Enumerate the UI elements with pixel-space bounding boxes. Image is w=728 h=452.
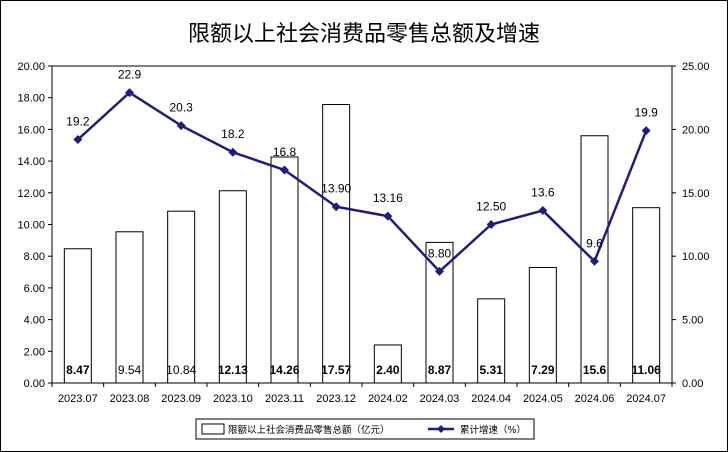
bar-data-label: 10.84	[166, 363, 196, 377]
line-marker	[590, 256, 599, 266]
left-axis-tick-label: 16.00	[17, 124, 45, 136]
plot-area	[51, 65, 673, 384]
bar-data-label: 14.26	[269, 363, 299, 377]
right-axis-tick-label: 0.00	[682, 378, 703, 390]
line-marker	[538, 206, 548, 216]
bar-data-label: 17.57	[321, 363, 351, 377]
line-marker	[641, 126, 651, 136]
right-axis-tick-label: 5.00	[682, 315, 703, 327]
left-axis-tick-label: 14.00	[17, 156, 45, 168]
bar	[477, 298, 506, 384]
bar-data-label: 15.6	[583, 363, 607, 377]
legend-bar-label: 限额以上社会消费品零售总额（亿元）	[228, 424, 390, 436]
x-axis-tick-label: 2023.09	[161, 393, 201, 405]
bar-data-label: 12.13	[218, 363, 248, 377]
bar	[322, 104, 351, 384]
right-axis-tick-label: 25.00	[682, 61, 710, 73]
x-axis-tick-label: 2024.06	[575, 393, 615, 405]
chart-title: 限额以上社会消费品零售总额及增速	[187, 22, 540, 47]
legend-line-label: 累计增速（%）	[460, 424, 526, 436]
legend-box	[195, 418, 535, 440]
line-marker	[383, 211, 393, 221]
left-axis-tick-label: 2.00	[24, 346, 45, 358]
line-data-label: 12.50	[476, 200, 506, 214]
bar	[115, 231, 144, 384]
line-data-label: 9.6	[586, 236, 603, 250]
legend-bar-swatch	[201, 423, 225, 435]
x-axis-tick-label: 2023.07	[58, 393, 98, 405]
bar	[63, 248, 92, 384]
right-axis-tick-label: 20.00	[682, 124, 710, 136]
x-axis-tick-label: 2023.11	[265, 393, 304, 405]
line-data-label: 19.2	[66, 115, 90, 129]
line-data-label: 8.80	[428, 246, 452, 260]
line-marker	[228, 147, 238, 157]
bar	[528, 266, 557, 384]
line-data-label: 18.2	[221, 127, 245, 141]
bar	[373, 344, 402, 384]
line-marker	[435, 266, 444, 276]
legend-line-marker	[437, 425, 445, 433]
left-axis-tick-label: 10.00	[17, 220, 45, 232]
line-data-label: 16.8	[273, 145, 297, 159]
left-axis-tick-label: 12.00	[17, 188, 45, 200]
line-marker	[125, 88, 134, 98]
x-axis-tick-label: 2023.10	[213, 393, 253, 405]
growth-line	[76, 91, 648, 274]
bar-data-label: 11.06	[631, 363, 661, 377]
right-axis-tick-label: 10.00	[682, 251, 710, 263]
line-data-label: 20.3	[169, 101, 193, 115]
line-marker	[176, 121, 186, 131]
line-marker	[486, 220, 496, 229]
line-data-label: 13.16	[373, 191, 403, 205]
x-axis-tick-label: 2024.05	[523, 393, 563, 405]
line-data-label: 19.9	[634, 106, 658, 120]
x-axis-tick-label: 2024.02	[368, 393, 408, 405]
x-axis-tick-label: 2024.03	[420, 393, 460, 405]
line-data-label: 13.6	[531, 186, 555, 200]
line-marker	[73, 135, 83, 145]
x-axis-tick-label: 2023.08	[110, 393, 150, 405]
line-marker	[280, 165, 289, 175]
bar	[425, 241, 454, 384]
bar	[632, 207, 661, 384]
bar	[218, 190, 247, 384]
bar	[167, 210, 196, 384]
bar-data-label: 7.29	[531, 363, 555, 377]
left-axis-tick-label: 0.00	[24, 378, 45, 390]
left-axis-tick-label: 20.00	[17, 61, 45, 73]
bar-data-label: 9.54	[118, 363, 142, 377]
right-axis-tick-label: 15.00	[682, 188, 710, 200]
line-data-label: 22.9	[118, 68, 142, 82]
line-marker	[331, 202, 341, 212]
x-axis-tick-label: 2024.07	[626, 393, 666, 405]
bar	[270, 156, 299, 384]
left-axis-tick-label: 6.00	[24, 283, 45, 295]
bar-data-label: 5.31	[479, 363, 503, 377]
left-axis-tick-label: 18.00	[17, 93, 45, 105]
bar-data-label: 8.87	[428, 363, 452, 377]
line-data-label: 13.90	[321, 182, 351, 196]
bar-data-label: 8.47	[66, 363, 90, 377]
left-axis-tick-label: 4.00	[24, 315, 45, 327]
bar-data-label: 2.40	[376, 363, 400, 377]
x-axis-tick-label: 2024.04	[471, 393, 511, 405]
x-axis-tick-label: 2023.12	[316, 393, 356, 405]
left-axis-tick-label: 8.00	[24, 251, 45, 263]
